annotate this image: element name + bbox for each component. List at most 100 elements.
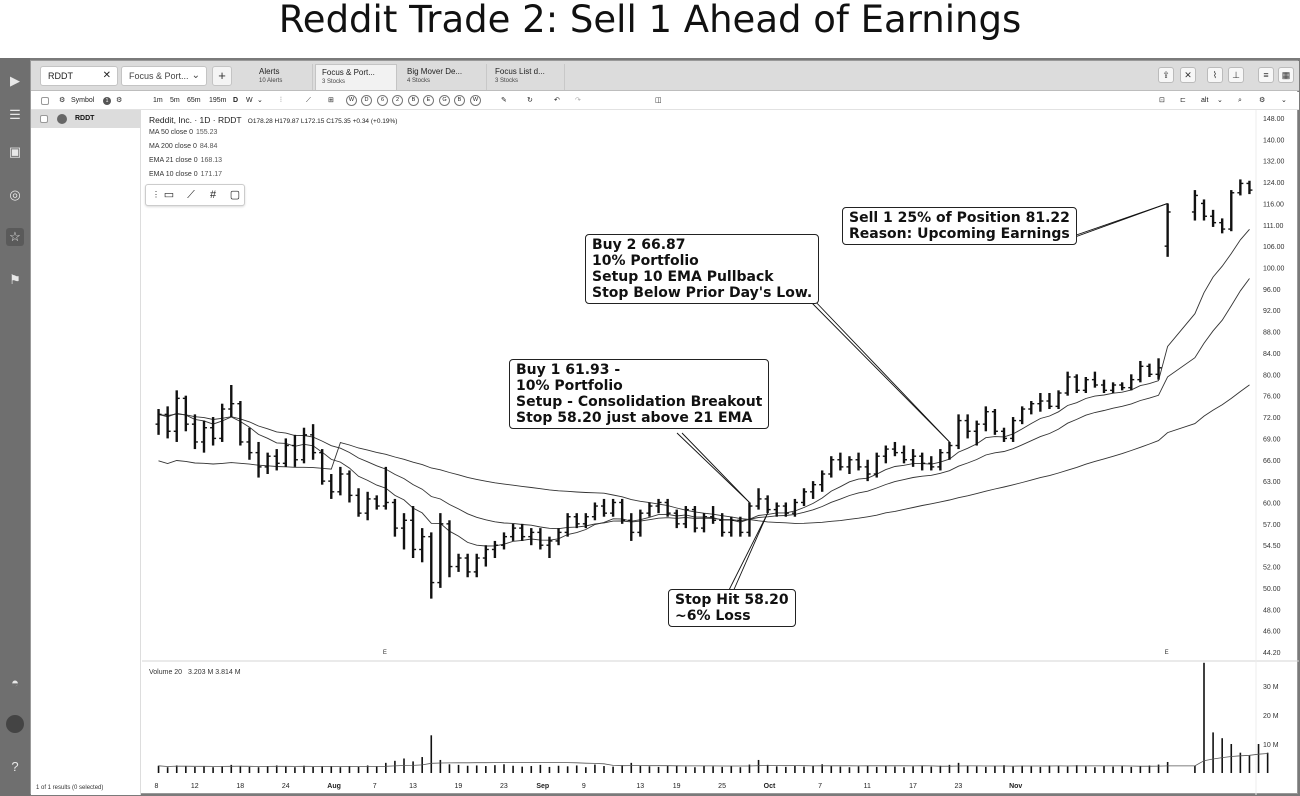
callout-line: Sell 1 25% of Position 81.22 — [849, 210, 1070, 226]
chart-name: Reddit, Inc. · 1D · RDDT — [149, 115, 242, 125]
rectangle-tool-icon[interactable]: ▭ — [163, 189, 175, 201]
indicator-ema21[interactable]: EMA 21 close 0 168.13 — [149, 157, 222, 164]
radar-icon[interactable]: ◎ — [9, 187, 21, 202]
comment-tool-icon[interactable]: ▢ — [229, 189, 241, 201]
refresh-icon[interactable]: ↻ — [527, 97, 533, 104]
star-icon[interactable]: ☆ — [6, 228, 24, 246]
avatar[interactable] — [6, 715, 24, 733]
preset-d-button[interactable]: D — [361, 95, 372, 106]
grid-view-icon[interactable]: ▦ — [1278, 67, 1294, 83]
screenshot-icon[interactable]: ◫ — [655, 97, 662, 104]
preset-6-button[interactable]: 6 — [377, 95, 388, 106]
symbol-tab[interactable]: RDDT ✕ — [40, 66, 118, 86]
line-chart-icon[interactable]: ⟋ — [306, 97, 311, 104]
list-dropdown[interactable]: Focus & Port... ⌄ — [121, 66, 207, 86]
x-tick-label: 13 — [636, 783, 644, 790]
pen-icon[interactable]: ✎ — [501, 97, 507, 104]
tab-big-mover[interactable]: Big Mover De... 4 Stocks — [401, 64, 487, 90]
preset-g-button[interactable]: G — [439, 95, 450, 106]
price-tick-label: 80.00 — [1263, 372, 1281, 379]
flag-icon[interactable]: ⚑ — [9, 272, 21, 287]
tab-focus-portfolio[interactable]: Focus & Port... 3 Stocks — [315, 64, 397, 90]
x-tick-label: Aug — [327, 783, 341, 790]
share-icon[interactable]: ⇪ — [1158, 67, 1174, 83]
chart-icon[interactable]: ⌇ — [1207, 67, 1223, 83]
buy1-pointer — [681, 432, 750, 503]
tab-focus-list[interactable]: Focus List d... 3 Stocks — [489, 64, 565, 90]
main-window: RDDT ✕ Focus & Port... ⌄ + Alerts 10 Ale… — [30, 60, 1299, 795]
drag-handle-icon[interactable]: ⋮ — [152, 190, 160, 199]
price-chart[interactable]: 148.00 140.00 132.00 124.00 116.00 111.00 106.… — [142, 110, 1299, 795]
watchlist-row[interactable]: RDDT — [31, 110, 141, 128]
chart-area[interactable]: Reddit, Inc. · 1D · RDDT O178.28 H179.87… — [142, 110, 1299, 795]
chart-symbol-name: Reddit, Inc. · 1D · RDDT O178.28 H179.87… — [149, 115, 397, 125]
price-tick-label: 72.00 — [1263, 415, 1281, 422]
stop-pointer — [731, 512, 769, 595]
gear-icon[interactable]: ⚙ — [1259, 97, 1266, 104]
pin-icon[interactable]: ⊥ — [1228, 67, 1244, 83]
x-tick-label: 23 — [955, 783, 963, 790]
preset-e-button[interactable]: E — [423, 95, 434, 106]
trendline-tool-icon[interactable]: ⟋ — [187, 189, 195, 201]
redo-icon[interactable]: ↷ — [575, 97, 581, 104]
x-tick-label: 23 — [500, 783, 508, 790]
indicator-ma200[interactable]: MA 200 close 0 84.84 — [149, 143, 217, 150]
tab-alerts[interactable]: Alerts 10 Alerts — [253, 64, 313, 90]
sell1-pointer — [1063, 203, 1168, 242]
indicator-ma50[interactable]: MA 50 close 0 155.23 — [149, 129, 217, 136]
zoom-icon[interactable]: ⌕ — [1238, 97, 1242, 104]
buy1-pointer — [676, 432, 750, 503]
preset-w2-button[interactable]: W — [470, 95, 481, 106]
watchlist-settings-icon[interactable]: ⚙ — [116, 97, 123, 104]
indicator-ema10[interactable]: EMA 10 close 0 171.17 — [149, 171, 222, 178]
chevron-down-icon[interactable]: ⌄ — [1281, 97, 1287, 104]
preset-b2-button[interactable]: B — [454, 95, 465, 106]
alt-label[interactable]: alt — [1201, 97, 1209, 104]
window-icon[interactable]: ⊡ — [1159, 97, 1165, 104]
fib-tool-icon[interactable]: # — [209, 189, 217, 201]
price-tick-label: 106.00 — [1263, 244, 1285, 251]
add-tab-button[interactable]: + — [212, 66, 232, 86]
play-logo-icon[interactable]: ▶ — [10, 73, 20, 88]
list-view-icon[interactable]: ≡ — [1258, 67, 1274, 83]
row-checkbox[interactable] — [40, 115, 48, 123]
buy2-pointer — [811, 297, 950, 443]
indicators-icon[interactable]: ⫶ — [280, 97, 282, 104]
folder-icon[interactable]: ⊏ — [1180, 97, 1186, 104]
price-tick-label: 148.00 — [1263, 116, 1285, 123]
layout-icon[interactable]: ▣ — [8, 144, 22, 159]
callout-line: 10% Portfolio — [516, 378, 623, 394]
timeframe-weekly[interactable]: W — [246, 97, 253, 104]
help-icon[interactable]: ? — [11, 759, 19, 774]
volume-tick-label: 30 M — [1263, 684, 1279, 691]
chevron-down-icon[interactable]: ⌄ — [257, 97, 263, 104]
price-tick-label: 50.00 — [1263, 586, 1281, 593]
timeframe-65m[interactable]: 65m — [187, 97, 201, 104]
drawing-toolbar: ⋮ ▭ ⟋ # ▢ — [145, 184, 245, 206]
watchlist-count-badge: 1 — [103, 97, 111, 105]
chevron-down-icon[interactable]: ⌄ — [1217, 97, 1223, 104]
settings-icon[interactable]: ⚙ — [59, 97, 66, 104]
timeframe-1m[interactable]: 1m — [153, 97, 163, 104]
close-icon[interactable]: ✕ — [102, 70, 111, 81]
timeframe-195m[interactable]: 195m — [209, 97, 227, 104]
price-tick-label: 111.00 — [1263, 223, 1283, 230]
price-tick-label: 52.00 — [1263, 565, 1281, 572]
x-tick-label: 12 — [191, 783, 199, 790]
hat-icon[interactable]: ◓ — [11, 675, 19, 690]
callout-line: Stop 58.20 just above 21 EMA — [516, 410, 753, 426]
preset-2-button[interactable]: 2 — [392, 95, 403, 106]
undo-icon[interactable]: ↶ — [554, 97, 560, 104]
layout-grid-icon[interactable]: ⊞ — [328, 97, 334, 104]
menu-icon[interactable]: ☰ — [9, 107, 21, 122]
preset-b-button[interactable]: B — [408, 95, 419, 106]
timeframe-daily[interactable]: D — [233, 97, 239, 104]
indicator-value: 155.23 — [195, 129, 218, 136]
volume-tick-label: 20 M — [1263, 713, 1279, 720]
timeframe-5m[interactable]: 5m — [170, 97, 180, 104]
x-social-icon[interactable]: ✕ — [1180, 67, 1196, 83]
chart-toolbar: ⚙ Symbol 1 ⚙ 1m 5m 65m 195m D W ⌄ ⫶ ⟋ ⊞ … — [31, 92, 1299, 110]
callout-buy2: Buy 2 66.87 10% Portfolio Setup 10 EMA P… — [585, 234, 820, 304]
preset-w-button[interactable]: W — [346, 95, 357, 106]
callout-line: Stop Below Prior Day's Low. — [592, 285, 813, 301]
